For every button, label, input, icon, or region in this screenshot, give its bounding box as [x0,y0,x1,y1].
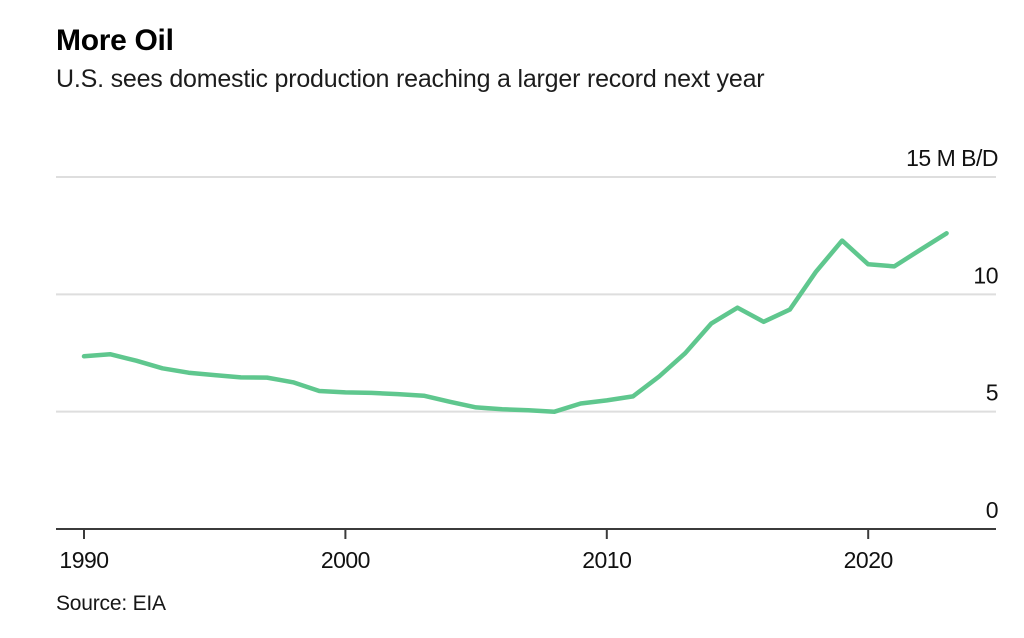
x-axis-label: 1990 [59,547,108,573]
x-axis-label: 2020 [844,547,893,573]
x-axis-label: 2010 [582,547,631,573]
y-axis-label: 15 M B/D [906,145,998,171]
x-axis-label: 2000 [321,547,370,573]
chart-source: Source: EIA [56,592,166,615]
y-axis-label: 5 [986,380,998,406]
y-axis-label: 0 [986,497,998,523]
y-axis-label: 10 [973,262,998,288]
chart-title: More Oil [56,24,174,57]
oil-production-line [81,231,949,414]
chart-subtitle: U.S. sees domestic production reaching a… [56,65,765,93]
